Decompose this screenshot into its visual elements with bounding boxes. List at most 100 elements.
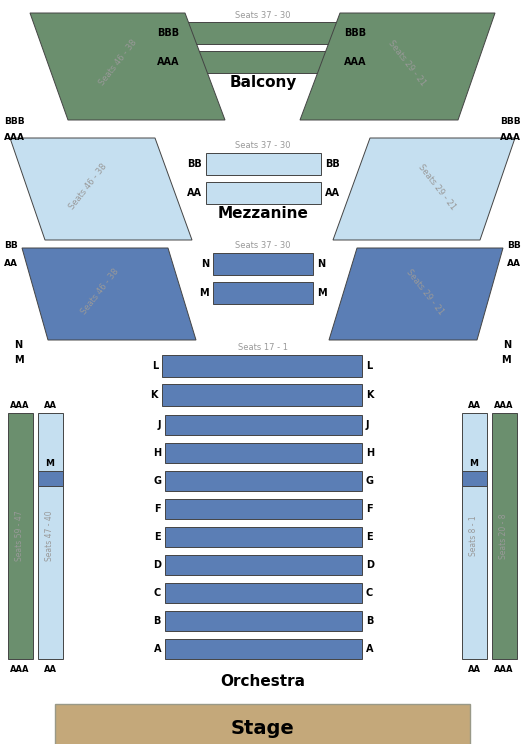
Text: BB: BB — [507, 242, 521, 251]
Text: G: G — [366, 476, 374, 486]
Bar — [462, 413, 487, 659]
Text: BBB: BBB — [500, 117, 521, 126]
Text: L: L — [366, 361, 372, 371]
Text: Seats 37 - 30: Seats 37 - 30 — [235, 141, 291, 150]
Bar — [165, 639, 362, 659]
Text: BBB: BBB — [4, 117, 25, 126]
Text: AA: AA — [44, 400, 57, 409]
Bar — [206, 182, 321, 204]
Bar — [462, 471, 487, 486]
Text: N: N — [201, 259, 209, 269]
Text: M: M — [14, 355, 24, 365]
Text: N: N — [14, 340, 22, 350]
Polygon shape — [22, 248, 196, 340]
Bar — [165, 555, 362, 575]
Bar — [213, 253, 313, 275]
Text: AAA: AAA — [10, 400, 30, 409]
Text: J: J — [158, 420, 161, 430]
Text: N: N — [317, 259, 325, 269]
Text: BB: BB — [4, 242, 18, 251]
Bar — [165, 611, 362, 631]
Text: AA: AA — [467, 664, 480, 673]
Text: Seats 46 - 38: Seats 46 - 38 — [67, 162, 109, 211]
Bar — [183, 51, 340, 73]
Bar — [162, 355, 362, 377]
Text: AAA: AAA — [344, 57, 366, 67]
Text: Seats 29 - 21: Seats 29 - 21 — [386, 39, 427, 88]
Text: L: L — [152, 361, 158, 371]
Text: Mezzanine: Mezzanine — [217, 207, 309, 222]
Text: AA: AA — [187, 188, 202, 198]
Text: Seats 37 - 30: Seats 37 - 30 — [235, 11, 291, 21]
Polygon shape — [329, 248, 503, 340]
Text: Seats 29 - 21: Seats 29 - 21 — [404, 268, 446, 316]
Text: BBB: BBB — [157, 28, 179, 38]
Polygon shape — [333, 138, 515, 240]
Bar — [206, 153, 321, 175]
Text: D: D — [153, 560, 161, 570]
Text: Seats 46 - 38: Seats 46 - 38 — [79, 267, 121, 317]
Text: Seats 17 - 1: Seats 17 - 1 — [238, 342, 288, 351]
Text: H: H — [153, 448, 161, 458]
Bar — [165, 527, 362, 547]
Text: Seats 8 - 1: Seats 8 - 1 — [469, 516, 478, 557]
Text: G: G — [153, 476, 161, 486]
Text: C: C — [366, 588, 373, 598]
Text: Seats 37 - 30: Seats 37 - 30 — [235, 242, 291, 251]
Text: M: M — [501, 355, 511, 365]
Bar — [213, 282, 313, 304]
Text: A: A — [366, 644, 373, 654]
Text: M: M — [200, 288, 209, 298]
Polygon shape — [300, 13, 495, 120]
Text: AA: AA — [4, 258, 18, 268]
Text: Seats 29 - 21: Seats 29 - 21 — [416, 162, 457, 211]
Text: Balcony: Balcony — [229, 74, 297, 89]
Text: M: M — [317, 288, 327, 298]
Bar — [165, 443, 362, 463]
Text: AA: AA — [44, 664, 57, 673]
Text: M: M — [46, 460, 55, 469]
Bar — [165, 471, 362, 491]
Bar — [55, 704, 470, 744]
Text: E: E — [366, 532, 373, 542]
Text: BBB: BBB — [344, 28, 366, 38]
Text: H: H — [366, 448, 374, 458]
Bar — [165, 415, 362, 435]
Text: D: D — [366, 560, 374, 570]
Text: AA: AA — [325, 188, 340, 198]
Polygon shape — [10, 138, 192, 240]
Text: AAA: AAA — [494, 400, 514, 409]
Text: AAA: AAA — [500, 133, 521, 143]
Polygon shape — [30, 13, 225, 120]
Bar — [8, 413, 33, 659]
Text: C: C — [154, 588, 161, 598]
Text: B: B — [366, 616, 373, 626]
Text: BB: BB — [187, 159, 202, 169]
Text: AAA: AAA — [10, 664, 30, 673]
Text: Seats 20 - 8: Seats 20 - 8 — [499, 513, 509, 559]
Bar — [165, 499, 362, 519]
Text: Seats 47 - 40: Seats 47 - 40 — [46, 510, 55, 561]
Text: Orchestra: Orchestra — [220, 673, 306, 688]
Text: N: N — [503, 340, 511, 350]
Text: AAA: AAA — [4, 133, 25, 143]
Text: AAA: AAA — [494, 664, 514, 673]
Bar — [183, 22, 340, 44]
Text: AAA: AAA — [156, 57, 179, 67]
Text: AA: AA — [507, 258, 521, 268]
Text: F: F — [366, 504, 373, 514]
Bar — [38, 413, 63, 659]
Bar — [492, 413, 517, 659]
Text: Seats 59 - 47: Seats 59 - 47 — [16, 510, 25, 561]
Bar — [38, 471, 63, 486]
Text: BB: BB — [325, 159, 340, 169]
Text: J: J — [366, 420, 370, 430]
Text: M: M — [469, 460, 478, 469]
Text: F: F — [154, 504, 161, 514]
Text: A: A — [153, 644, 161, 654]
Text: AA: AA — [467, 400, 480, 409]
Text: Stage: Stage — [231, 719, 295, 739]
Text: Seats 46 - 38: Seats 46 - 38 — [97, 39, 139, 88]
Text: K: K — [366, 390, 373, 400]
Bar — [162, 384, 362, 406]
